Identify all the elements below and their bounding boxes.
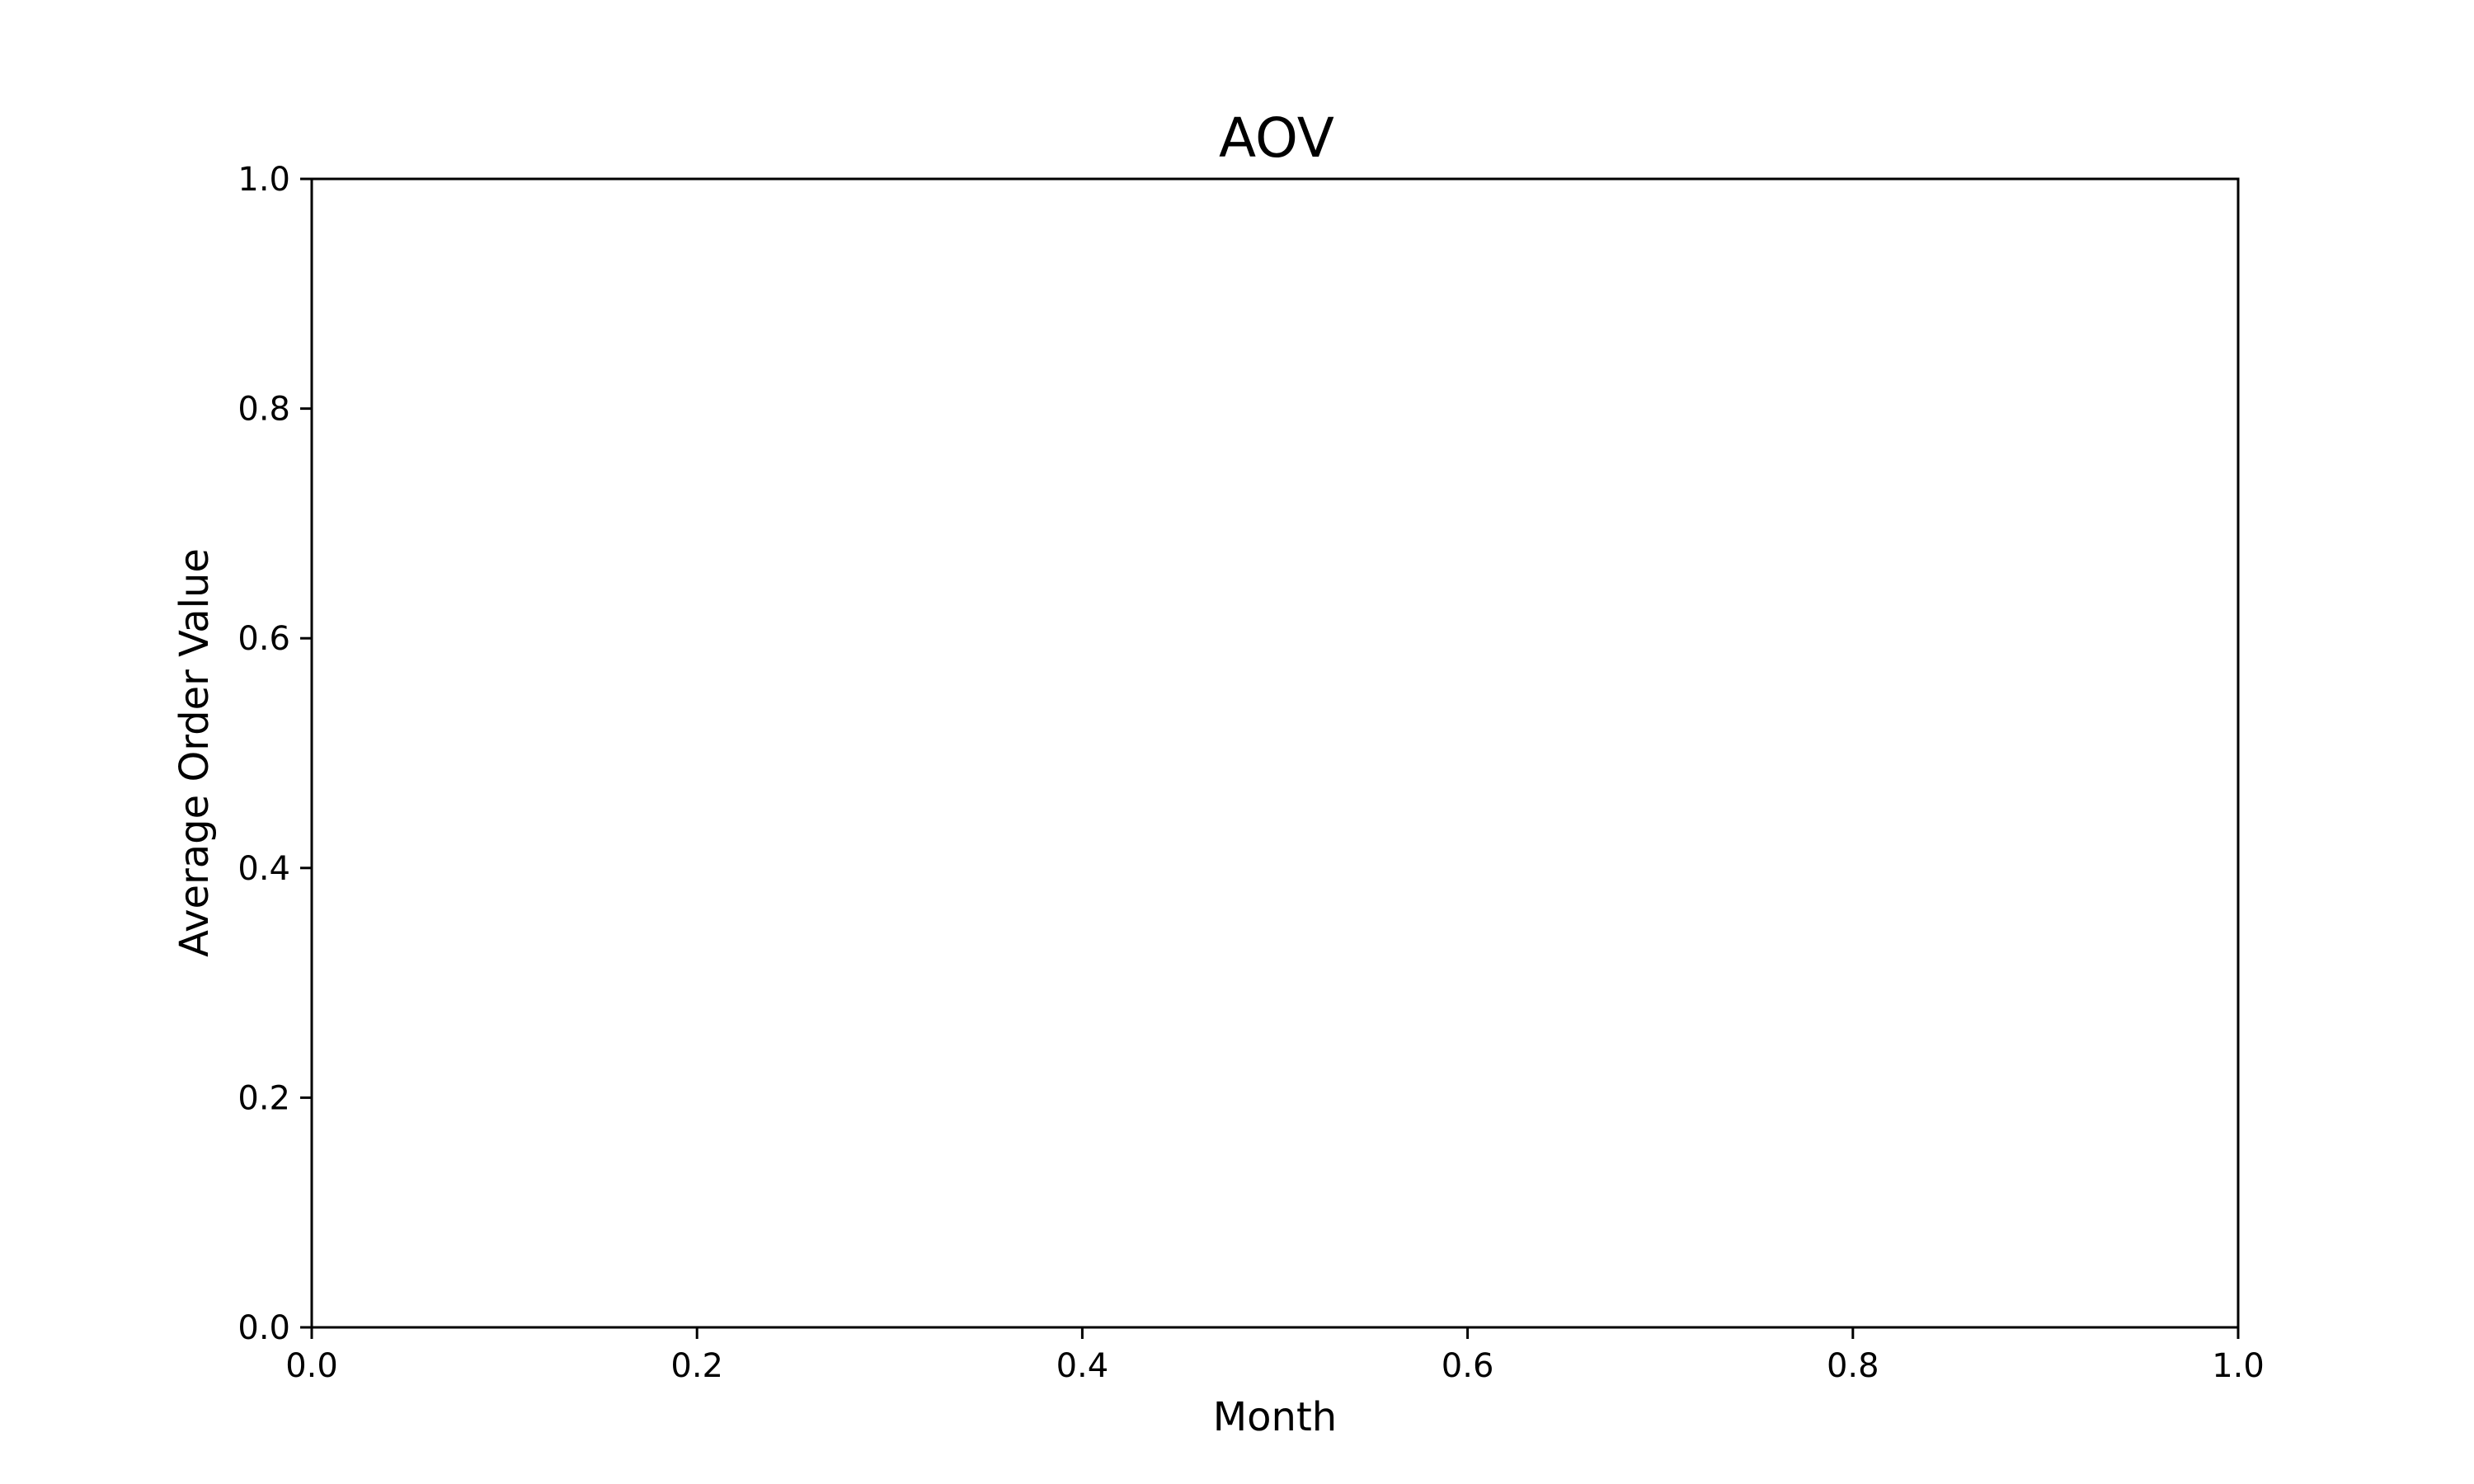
x-tick-label: 0.2: [670, 1347, 723, 1385]
x-tick-label: 1.0: [2212, 1347, 2265, 1385]
x-tick-label: 0.6: [1442, 1347, 1494, 1385]
y-tick-label: 1.0: [238, 161, 290, 199]
y-tick-label: 0.8: [238, 391, 290, 429]
y-tick-label: 0.4: [238, 850, 290, 888]
y-tick-label: 0.0: [238, 1309, 290, 1347]
y-axis-ticks: 0.0 0.2 0.4 0.6 0.8 1.0: [238, 161, 312, 1347]
chart-title: AOV: [1219, 106, 1334, 170]
x-axis-label: Month: [1213, 1394, 1337, 1440]
x-axis-ticks: 0.0 0.2 0.4 0.6 0.8 1.0: [285, 1327, 2265, 1385]
y-tick-label: 0.6: [238, 620, 290, 658]
y-axis-label: Average Order Value: [172, 548, 218, 957]
x-tick-label: 0.8: [1827, 1347, 1879, 1385]
plot-area-frame: [310, 177, 2240, 1329]
x-tick-label: 0.0: [285, 1347, 338, 1385]
x-tick-label: 0.4: [1056, 1347, 1109, 1385]
y-tick-label: 0.2: [238, 1079, 290, 1117]
